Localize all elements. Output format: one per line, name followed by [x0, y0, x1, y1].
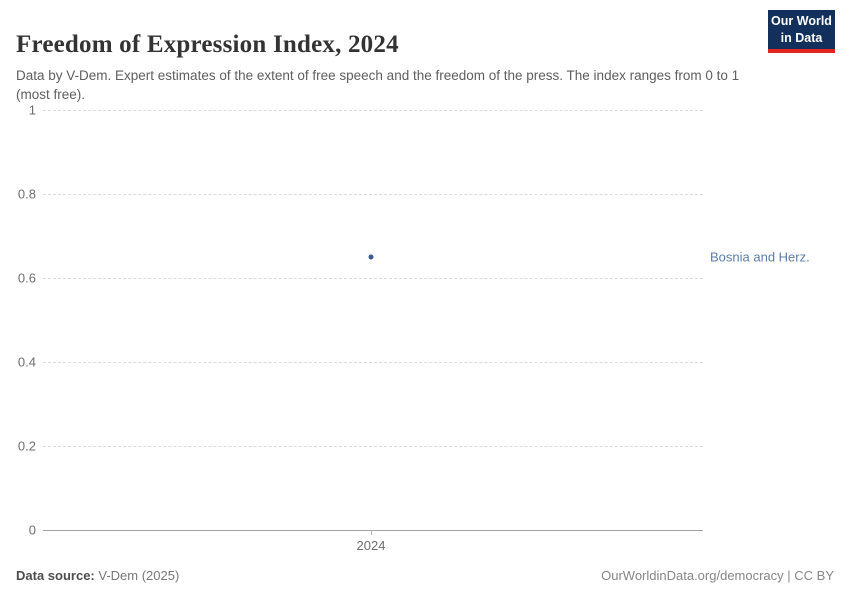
x-tick-mark	[371, 530, 373, 535]
owid-logo-line2: in Data	[780, 30, 823, 45]
page-title: Freedom of Expression Index, 2024	[16, 30, 399, 58]
chart-subtitle: Data by V-Dem. Expert estimates of the e…	[16, 67, 740, 103]
x-axis-tick-label: 2024	[356, 538, 386, 553]
y-axis-tick-label: 1	[28, 102, 36, 118]
y-axis-tick-label: 0.4	[17, 354, 36, 370]
y-axis-tick-label: 0.8	[17, 186, 36, 202]
y-axis-tick-label: 0	[28, 522, 36, 538]
gridline	[43, 362, 703, 363]
gridline	[43, 530, 703, 531]
entity-label[interactable]: Bosnia and Herz.	[710, 249, 810, 265]
owid-logo-line1: Our World	[771, 14, 832, 29]
gridline	[43, 446, 703, 447]
y-axis-tick-label: 0.6	[17, 270, 36, 286]
attribution-link[interactable]: OurWorldinData.org/democracy | CC BY	[601, 568, 834, 583]
gridline	[43, 194, 703, 195]
y-axis-tick-label: 0.2	[17, 438, 36, 454]
data-source-label: Data source:	[16, 568, 95, 583]
owid-logo[interactable]: Our World in Data	[768, 10, 835, 53]
data-point[interactable]	[368, 254, 374, 260]
gridline	[43, 110, 703, 111]
gridline	[43, 278, 703, 279]
data-source-value: V-Dem (2025)	[94, 568, 180, 583]
chart-footer: Data source: V-Dem (2025) OurWorldinData…	[16, 568, 834, 583]
plot-area: 0 0.2 0.4 0.6 0.8 1 2024 Bosnia and Herz.	[18, 103, 810, 554]
data-source: Data source: V-Dem (2025)	[16, 568, 179, 583]
